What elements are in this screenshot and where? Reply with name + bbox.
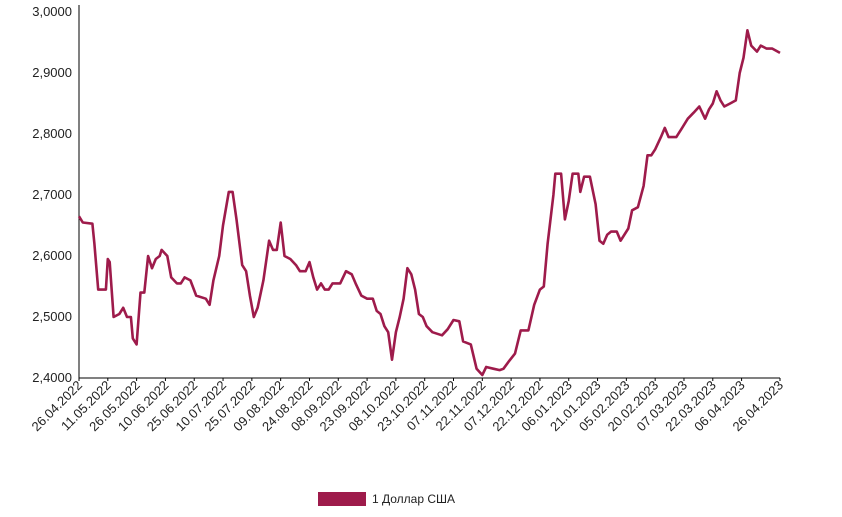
y-tick-label: 2,6000 xyxy=(32,248,72,263)
x-axis-ticks: 26.04.202211.05.202226.05.202210.06.2022… xyxy=(28,378,786,435)
y-tick-label: 3,0000 xyxy=(32,4,72,19)
y-tick-label: 2,9000 xyxy=(32,65,72,80)
y-tick-label: 2,7000 xyxy=(32,187,72,202)
y-tick-label: 2,8000 xyxy=(32,126,72,141)
legend-label: 1 Доллар США xyxy=(372,492,456,506)
y-tick-label: 2,5000 xyxy=(32,309,72,324)
legend-swatch xyxy=(318,492,366,506)
y-axis-ticks: 2,4000 2,5000 2,6000 2,7000 2,8000 2,9000 3,00… xyxy=(32,4,72,385)
series-line xyxy=(77,29,781,377)
legend: 1 Доллар США xyxy=(318,492,455,506)
series-layer xyxy=(77,29,781,377)
y-tick-label: 2,4000 xyxy=(32,370,72,385)
